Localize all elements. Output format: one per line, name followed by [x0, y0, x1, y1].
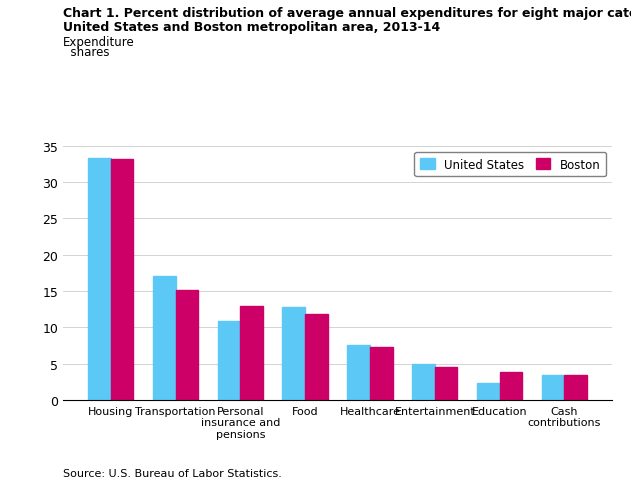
Bar	[110, 160, 133, 400]
Bar	[218, 321, 240, 400]
Bar	[565, 375, 587, 400]
Bar	[500, 372, 522, 400]
Bar	[542, 375, 565, 400]
Legend: United States, Boston: United States, Boston	[415, 152, 606, 177]
Bar	[435, 367, 457, 400]
Bar	[240, 306, 263, 400]
Text: shares: shares	[63, 46, 110, 59]
Bar	[370, 347, 392, 400]
Bar	[88, 159, 110, 400]
Text: United States and Boston metropolitan area, 2013-14: United States and Boston metropolitan ar…	[63, 20, 440, 34]
Bar	[283, 307, 305, 400]
Text: Chart 1. Percent distribution of average annual expenditures for eight major cat: Chart 1. Percent distribution of average…	[63, 7, 631, 20]
Bar	[347, 345, 370, 400]
Bar	[175, 291, 198, 400]
Bar	[153, 276, 175, 400]
Bar	[477, 384, 500, 400]
Bar	[305, 315, 328, 400]
Text: Expenditure: Expenditure	[63, 36, 135, 49]
Text: Source: U.S. Bureau of Labor Statistics.: Source: U.S. Bureau of Labor Statistics.	[63, 468, 282, 478]
Bar	[412, 364, 435, 400]
